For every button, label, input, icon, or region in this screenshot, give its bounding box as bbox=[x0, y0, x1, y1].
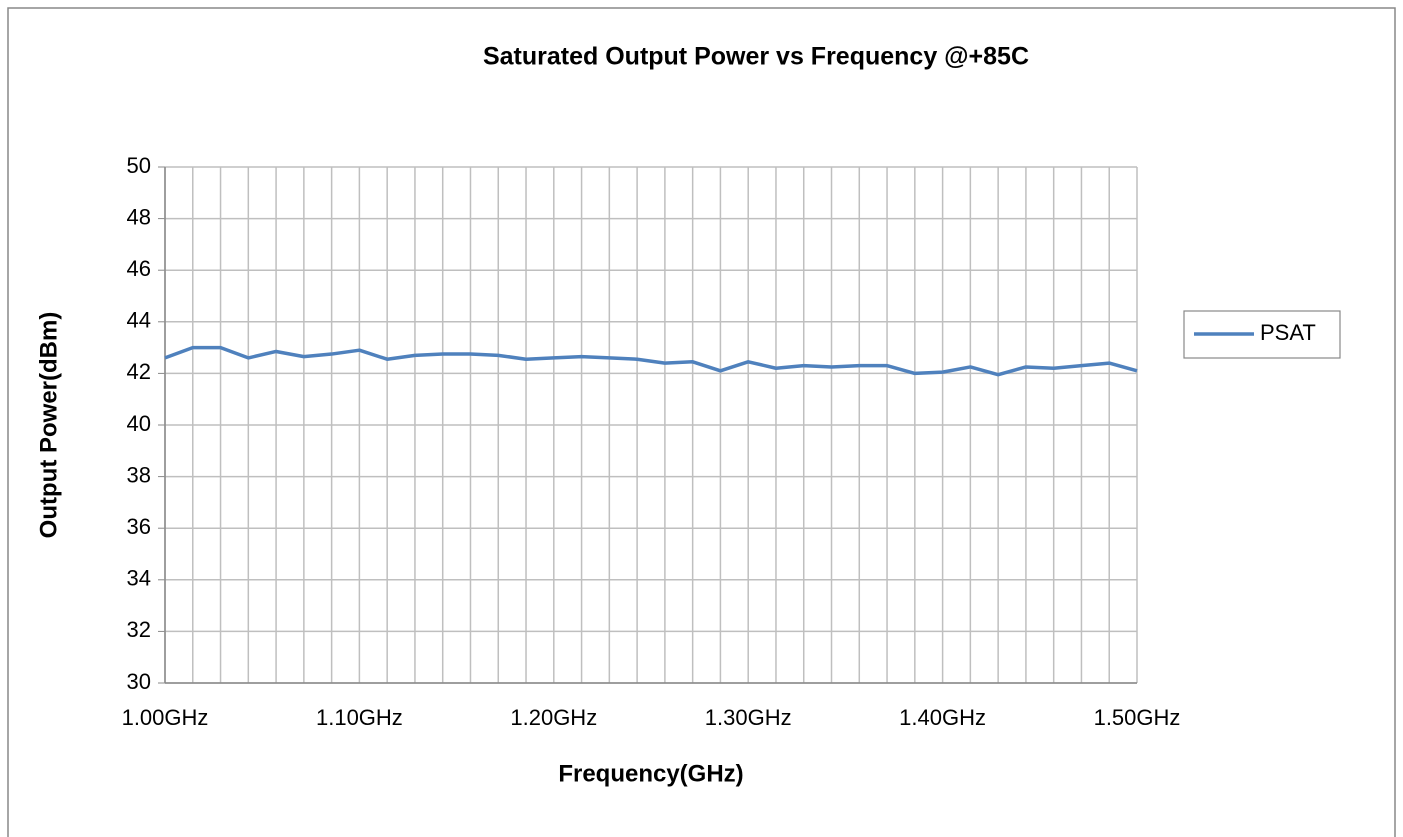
x-tick-label: 1.10GHz bbox=[316, 705, 403, 730]
x-tick-label: 1.40GHz bbox=[899, 705, 986, 730]
chart-border bbox=[7, 7, 1396, 837]
y-axis-title: Output Power(dBm) bbox=[35, 312, 62, 539]
y-tick-label: 32 bbox=[127, 617, 151, 642]
data-line bbox=[164, 345, 1138, 377]
y-tick-label: 34 bbox=[127, 566, 151, 591]
x-tick-label: 1.30GHz bbox=[705, 705, 792, 730]
x-axis-title: Frequency(GHz) bbox=[558, 760, 743, 787]
y-tick-label: 42 bbox=[127, 359, 151, 384]
x-tick-label: 1.50GHz bbox=[1094, 705, 1181, 730]
x-tick-label: 1.20GHz bbox=[510, 705, 597, 730]
chart-title: Saturated Output Power vs Frequency @+85… bbox=[483, 43, 1029, 71]
y-tick-label: 30 bbox=[127, 669, 151, 694]
legend-label: PSAT bbox=[1260, 320, 1316, 345]
y-tick-label: 50 bbox=[127, 153, 151, 178]
y-tick-label: 44 bbox=[127, 308, 151, 333]
x-tick-label: 1.00GHz bbox=[122, 705, 209, 730]
y-tick-label: 48 bbox=[127, 204, 151, 229]
y-tick-label: 36 bbox=[127, 514, 151, 539]
y-tick-label: 38 bbox=[127, 462, 151, 487]
y-tick-label: 40 bbox=[127, 411, 151, 436]
y-tick-label: 46 bbox=[127, 256, 151, 281]
